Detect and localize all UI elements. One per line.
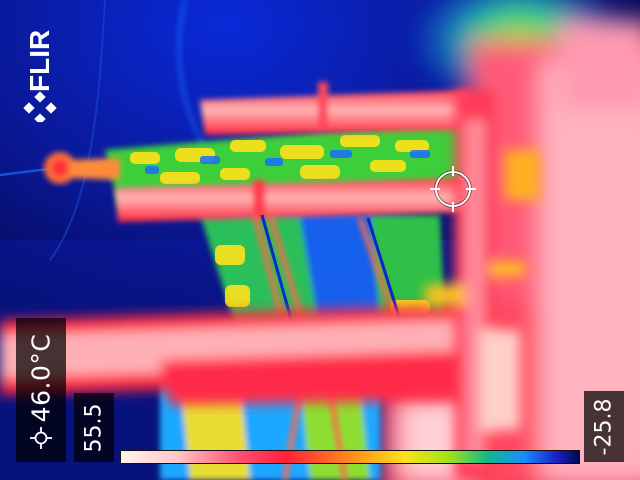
- temperature-color-bar: [120, 450, 580, 464]
- spot-temperature-panel: 46.0°C: [16, 318, 66, 462]
- spot-meter-icon: [30, 427, 52, 449]
- scale-min-value: -25.8: [591, 398, 617, 455]
- spot-temperature-value: 46.0°C: [26, 333, 56, 423]
- flir-diamond-logo-icon: [23, 91, 57, 122]
- scale-max-value: 55.5: [81, 403, 107, 452]
- flir-logo-text: FLIR: [24, 30, 55, 92]
- spot-meter-crosshair-icon: [430, 166, 476, 212]
- scale-min-box: -25.8: [584, 391, 624, 462]
- scale-max-box: 55.5: [74, 393, 114, 462]
- flir-logo: FLIR: [23, 30, 57, 122]
